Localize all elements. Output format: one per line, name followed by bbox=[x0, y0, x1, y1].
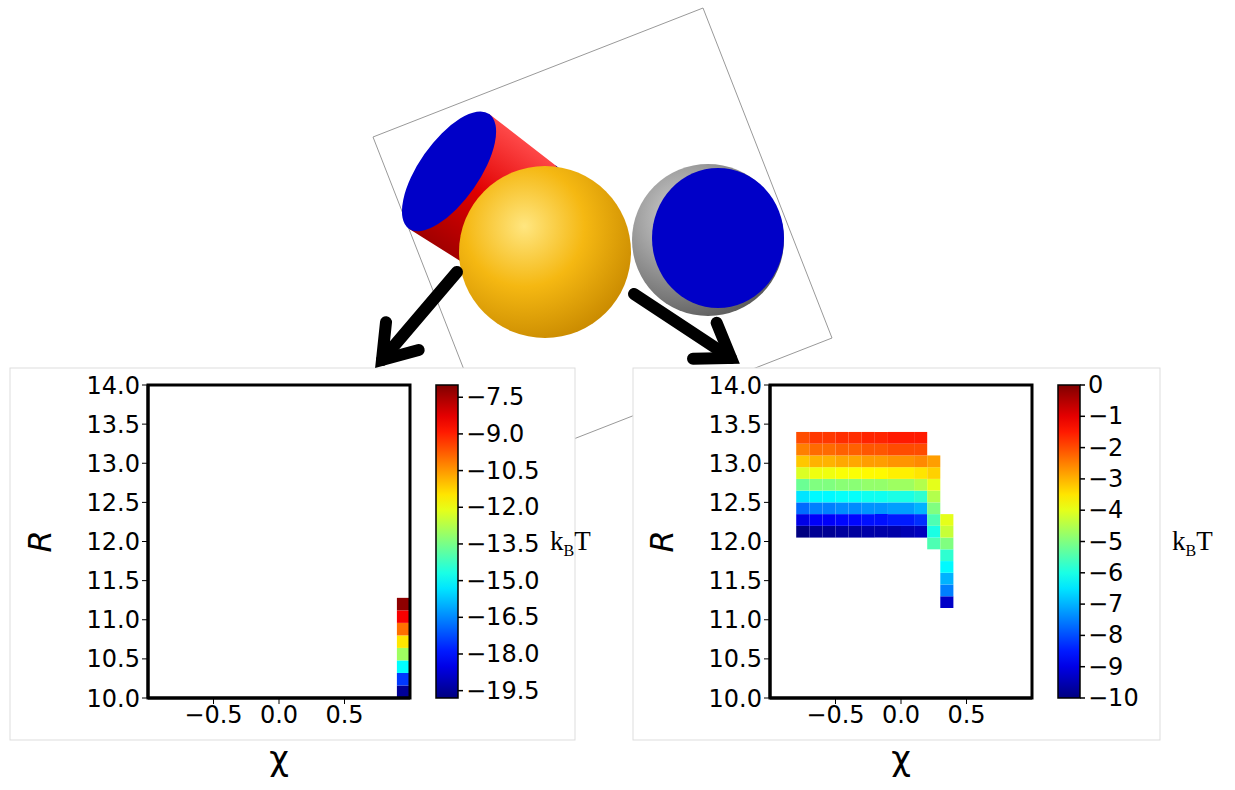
svg-text:11.0: 11.0 bbox=[87, 606, 140, 634]
svg-text:−7: −7 bbox=[1088, 590, 1123, 618]
svg-text:10.5: 10.5 bbox=[709, 645, 762, 673]
svg-text:11.5: 11.5 bbox=[87, 567, 140, 595]
svg-text:13.5: 13.5 bbox=[87, 411, 140, 439]
svg-text:−9.0: −9.0 bbox=[466, 420, 524, 448]
svg-text:−15.0: −15.0 bbox=[466, 567, 540, 595]
svg-text:13.0: 13.0 bbox=[709, 450, 762, 478]
svg-text:10.5: 10.5 bbox=[87, 645, 140, 673]
svg-text:−0.5: −0.5 bbox=[806, 701, 864, 729]
svg-text:−16.5: −16.5 bbox=[466, 603, 540, 631]
svg-text:0.5: 0.5 bbox=[325, 701, 363, 729]
svg-text:−12.0: −12.0 bbox=[466, 493, 540, 521]
svg-text:−3: −3 bbox=[1088, 465, 1123, 493]
svg-text:14.0: 14.0 bbox=[87, 372, 140, 400]
svg-text:−8: −8 bbox=[1088, 621, 1123, 649]
svg-text:14.0: 14.0 bbox=[709, 372, 762, 400]
svg-text:12.5: 12.5 bbox=[87, 489, 140, 517]
svg-text:11.5: 11.5 bbox=[709, 567, 762, 595]
svg-text:−9: −9 bbox=[1088, 653, 1123, 681]
svg-text:−7.5: −7.5 bbox=[466, 383, 524, 411]
svg-text:−1: −1 bbox=[1088, 402, 1123, 430]
svg-text:−5: −5 bbox=[1088, 528, 1123, 556]
svg-text:−10: −10 bbox=[1088, 684, 1139, 712]
svg-text:−13.5: −13.5 bbox=[466, 530, 540, 558]
svg-text:−10.5: −10.5 bbox=[466, 457, 540, 485]
svg-text:−18.0: −18.0 bbox=[466, 640, 540, 668]
svg-text:0.0: 0.0 bbox=[260, 701, 298, 729]
svg-text:−4: −4 bbox=[1088, 496, 1123, 524]
svg-text:R: R bbox=[21, 530, 59, 552]
svg-text:χ: χ bbox=[891, 738, 911, 778]
svg-text:kBT: kBT bbox=[550, 526, 591, 559]
svg-text:−0.5: −0.5 bbox=[184, 701, 242, 729]
svg-text:10.0: 10.0 bbox=[87, 685, 140, 713]
svg-text:13.5: 13.5 bbox=[709, 411, 762, 439]
svg-text:χ: χ bbox=[269, 738, 289, 778]
svg-text:12.0: 12.0 bbox=[87, 528, 140, 556]
svg-text:10.0: 10.0 bbox=[709, 685, 762, 713]
svg-text:11.0: 11.0 bbox=[709, 606, 762, 634]
svg-text:R: R bbox=[643, 530, 681, 552]
svg-text:0.5: 0.5 bbox=[947, 701, 985, 729]
svg-text:−2: −2 bbox=[1088, 434, 1123, 462]
svg-text:kBT: kBT bbox=[1172, 526, 1213, 559]
svg-text:13.0: 13.0 bbox=[87, 450, 140, 478]
svg-text:0: 0 bbox=[1088, 371, 1103, 399]
svg-text:−19.5: −19.5 bbox=[466, 677, 540, 705]
svg-text:0.0: 0.0 bbox=[882, 701, 920, 729]
svg-text:−6: −6 bbox=[1088, 559, 1123, 587]
svg-text:12.0: 12.0 bbox=[709, 528, 762, 556]
svg-text:12.5: 12.5 bbox=[709, 489, 762, 517]
